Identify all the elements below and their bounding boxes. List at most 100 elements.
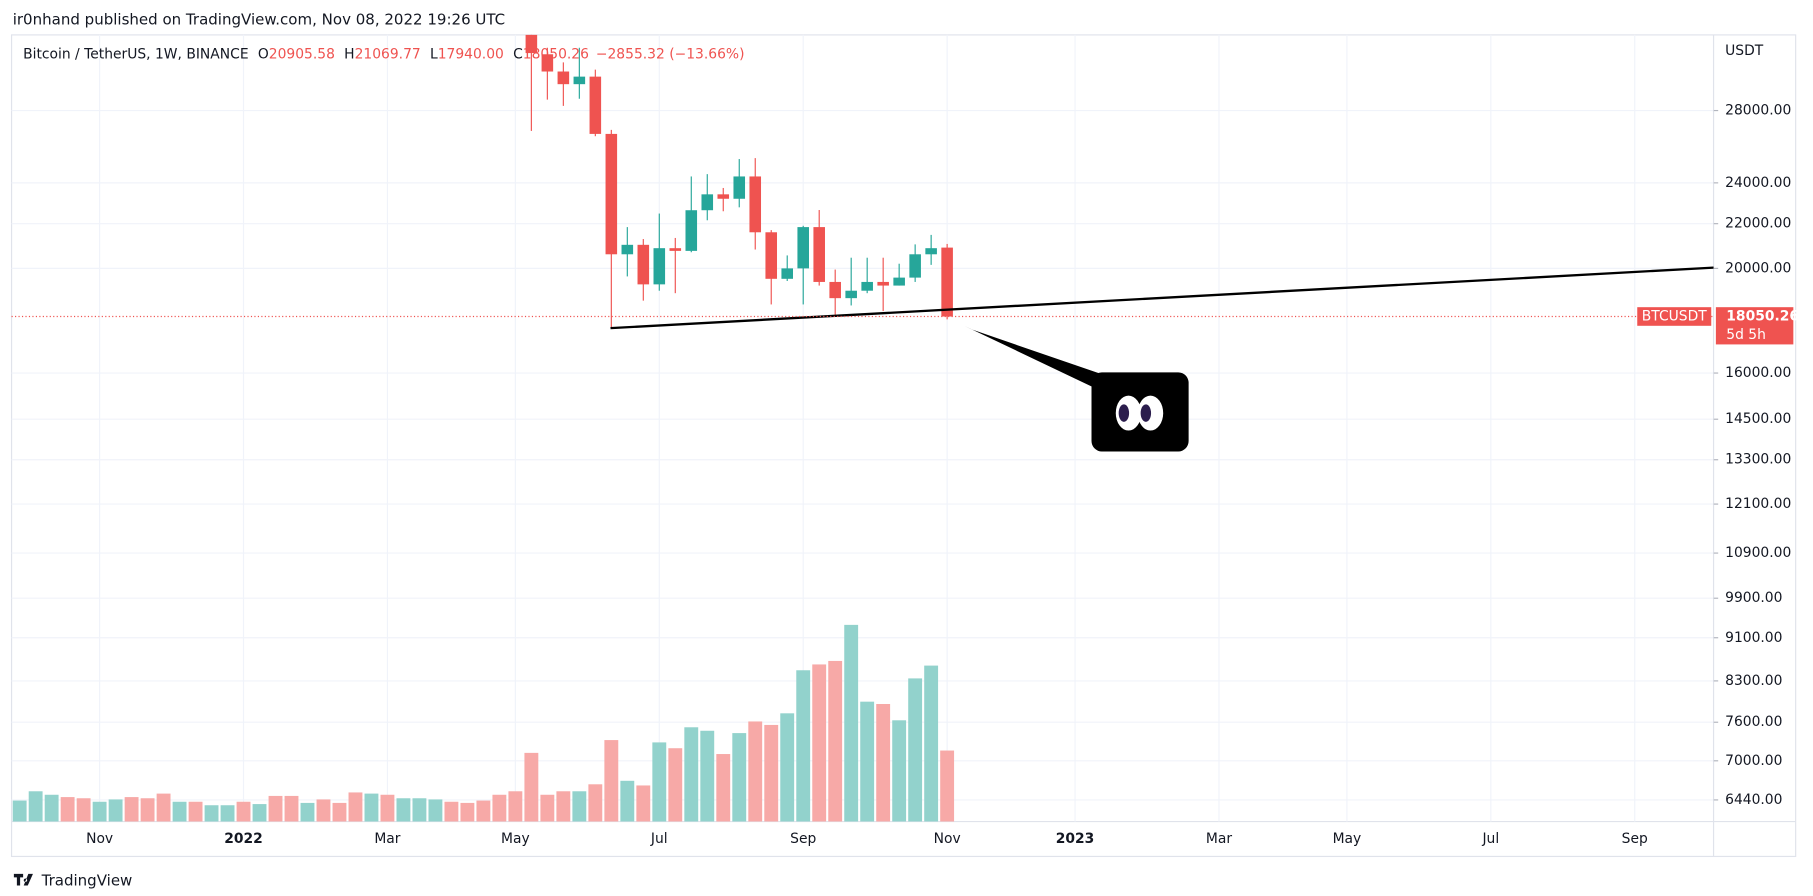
y-tick-label: 8300.00 <box>1725 673 1782 689</box>
y-tick-label: 28000.00 <box>1725 103 1791 119</box>
volume-bar <box>604 740 619 822</box>
y-tick-label: 20000.00 <box>1725 260 1791 276</box>
y-tick-label: 9900.00 <box>1725 590 1782 606</box>
volume-bar <box>652 742 667 822</box>
volume-bar <box>396 798 411 822</box>
candle-body <box>829 281 841 299</box>
volume-bar <box>172 801 187 822</box>
ohlc-key: H <box>344 47 354 63</box>
x-tick-label: Jul <box>650 831 668 847</box>
y-tick-label: 7600.00 <box>1725 714 1782 730</box>
candle-body <box>669 248 682 251</box>
ohlc-value: 18050.26 <box>523 47 589 63</box>
volume-bar <box>700 730 715 822</box>
volume-bar <box>828 660 843 822</box>
y-tick-label: 24000.00 <box>1725 175 1791 191</box>
x-tick-label: May <box>1333 831 1362 847</box>
volume-bar <box>492 794 507 822</box>
x-tick-label: Sep <box>790 831 816 847</box>
price-tag-label: 18050.26 <box>1726 308 1799 324</box>
y-tick-label: 6440.00 <box>1725 792 1782 808</box>
candle-body <box>653 248 666 285</box>
volume-bar <box>188 801 203 822</box>
volume-bar <box>236 801 251 822</box>
volume-bar <box>252 804 267 822</box>
volume-bar <box>732 733 747 822</box>
volume-bar <box>60 797 75 822</box>
candle-body <box>925 248 937 255</box>
candle-body <box>941 247 953 317</box>
y-tick-label: 13300.00 <box>1725 452 1791 468</box>
price-countdown: 5d 5h <box>1726 327 1766 343</box>
volume-bar <box>636 785 651 822</box>
volume-bar <box>796 670 811 822</box>
candle-body <box>573 76 586 85</box>
ohlc-value: 17940.00 <box>438 47 504 63</box>
candle-body <box>685 210 698 251</box>
volume-bar <box>924 665 939 822</box>
symbol-tag-label: BTCUSDT <box>1642 308 1707 324</box>
y-tick-label: 10900.00 <box>1725 545 1791 561</box>
ohlc-value: 21069.77 <box>355 47 421 63</box>
candle-body <box>589 76 602 134</box>
volume-bar <box>140 798 155 822</box>
candle-body <box>749 176 762 233</box>
volume-bar <box>220 805 235 822</box>
volume-bar <box>156 793 171 822</box>
volume-bar <box>44 794 59 822</box>
volume-bar <box>300 802 315 822</box>
overlay <box>610 266 1714 452</box>
y-tick-label: 9100.00 <box>1725 630 1782 646</box>
volume-bar <box>92 801 107 822</box>
candle-body <box>637 244 650 285</box>
volume-bar <box>668 748 683 822</box>
x-tick-label: Nov <box>934 831 961 847</box>
volume-bar <box>476 800 491 822</box>
volume-bar <box>380 794 395 822</box>
x-tick-label: Sep <box>1622 831 1648 847</box>
volume-bar <box>268 795 283 822</box>
volume-bar <box>812 664 827 822</box>
x-tick-label: Mar <box>1206 831 1232 847</box>
volume-bar <box>28 791 43 822</box>
candle-body <box>797 227 809 269</box>
ohlc-key: C <box>513 47 523 63</box>
volume-bar <box>364 793 379 822</box>
candle-body <box>765 232 778 279</box>
callout-pointer <box>964 325 1110 389</box>
x-tick-label: Jul <box>1481 831 1499 847</box>
candle-body <box>701 194 714 211</box>
volume-bar <box>108 799 123 822</box>
volume-bar <box>524 752 539 822</box>
candle-body <box>813 227 825 282</box>
price-tag <box>1715 307 1794 345</box>
volume-bar <box>124 797 139 822</box>
volume-bar <box>348 792 363 822</box>
volume-bar <box>540 794 555 822</box>
volume-bar <box>588 784 603 822</box>
volume-bar <box>892 720 907 822</box>
candles <box>525 34 953 329</box>
x-tick-label: 2023 <box>1056 831 1095 847</box>
footer-logo <box>13 873 33 886</box>
candle-body <box>909 254 921 278</box>
ohlc-change: −2855.32 (−13.66%) <box>596 47 745 63</box>
volume-bar <box>620 780 635 822</box>
candle-body <box>621 244 634 255</box>
volume-bar <box>412 798 427 822</box>
candle-body <box>893 277 905 286</box>
volume-bar <box>204 805 219 822</box>
volume-bar <box>684 727 699 822</box>
candle-body <box>877 281 889 286</box>
candle-body <box>557 71 570 85</box>
candle-body <box>845 290 857 299</box>
volume-bar <box>284 795 299 822</box>
y-tick-label: 16000.00 <box>1725 365 1791 381</box>
x-tick-label: Nov <box>86 831 113 847</box>
volume-bar <box>316 799 331 822</box>
ohlc-value: 20905.58 <box>269 47 335 63</box>
volume <box>12 624 955 822</box>
chart-frame <box>10 34 1797 858</box>
volume-bar <box>844 624 859 822</box>
